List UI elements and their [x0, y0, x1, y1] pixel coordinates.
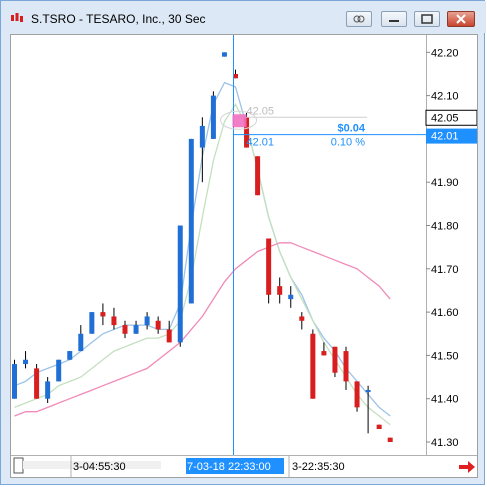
time-scroll-track [23, 461, 161, 469]
y-tick-label: 41.70 [431, 264, 459, 276]
candle-body [56, 359, 62, 382]
candle-body [210, 95, 216, 139]
crosshair-time-box [186, 458, 284, 474]
candle-body [34, 368, 40, 399]
title-bar[interactable]: S.TSRO - TESARO, Inc., 30 Sec [1, 1, 486, 33]
maximize-button[interactable] [414, 11, 440, 27]
link-icon [353, 15, 365, 23]
candle-body [166, 329, 172, 343]
moving-average-line-2 [14, 102, 391, 426]
candle-body [100, 312, 106, 317]
time-scroll-box [13, 457, 24, 474]
price-chart[interactable]: 42.2042.1042.0041.9041.8041.7041.6041.50… [11, 35, 478, 477]
candle-body [122, 325, 128, 334]
candle-body [365, 390, 371, 393]
time-label: 3-22:35:30 [292, 461, 345, 473]
candle-body [233, 73, 238, 79]
anchor-price-label: 42.01 [247, 137, 275, 149]
candle-body [78, 333, 84, 352]
candle-body [45, 381, 51, 399]
y-tick-label: 41.30 [431, 437, 459, 449]
candle-body [299, 316, 305, 321]
last-price-box [426, 128, 477, 144]
candle-body [354, 381, 360, 408]
plot-background [11, 35, 426, 455]
candle-body [188, 138, 194, 304]
candle-body [310, 333, 316, 399]
minimize-icon [389, 20, 399, 22]
y-tick-label: 41.50 [431, 350, 459, 362]
candle-body [376, 424, 382, 430]
y-tick-label: 41.40 [431, 394, 459, 406]
candle-body [67, 351, 73, 360]
moving-average-line-3 [14, 242, 391, 417]
time-label: 3-04:55:30 [73, 461, 126, 473]
y-tick-label: 42.10 [431, 91, 459, 103]
candle-body [133, 325, 139, 334]
candle-body [387, 437, 393, 443]
crosshair-halo [220, 110, 257, 130]
chart-area[interactable]: 42.2042.1042.0041.9041.8041.7041.6041.50… [10, 34, 478, 478]
y-tick-label: 42.20 [431, 47, 459, 59]
candle-body [332, 346, 338, 373]
candle-body [277, 286, 283, 295]
link-button[interactable] [346, 11, 372, 27]
close-icon [456, 14, 466, 24]
candle-body [199, 125, 205, 148]
candle-body [288, 294, 294, 300]
window-title: S.TSRO - TESARO, Inc., 30 Sec [31, 12, 206, 26]
candle-body [255, 156, 261, 196]
candle-body [321, 351, 327, 356]
candle-body [244, 117, 250, 148]
candle-body [111, 316, 117, 326]
crosshair-time-label: 7-03-18 22:33:00 [187, 461, 271, 473]
maximize-icon [421, 14, 433, 24]
candle-body [177, 225, 183, 343]
candle-body [266, 238, 272, 295]
right-arrow-icon[interactable] [457, 459, 477, 475]
candle-body [343, 351, 349, 382]
y-tick-label: 41.60 [431, 307, 459, 319]
y-tick-label: 41.90 [431, 177, 459, 189]
candle-body [144, 316, 150, 326]
current-price-label: 42.05 [247, 105, 275, 117]
candle-body [23, 359, 29, 365]
price-change-label: $0.04 [337, 123, 365, 135]
restore-button[interactable] [381, 11, 407, 27]
candle-body [221, 52, 227, 57]
candle-body [155, 320, 161, 330]
current-price-box-label: 42.05 [431, 112, 459, 124]
percent-change-label: 0.10 % [331, 137, 365, 149]
crosshair-marker [232, 114, 247, 128]
candle-body [89, 312, 95, 334]
y-tick-label: 41.80 [431, 221, 459, 233]
close-button[interactable] [447, 11, 475, 27]
candlestick-app-icon [11, 13, 23, 22]
last-price-box-label: 42.01 [431, 131, 459, 143]
candle-body [12, 364, 17, 399]
